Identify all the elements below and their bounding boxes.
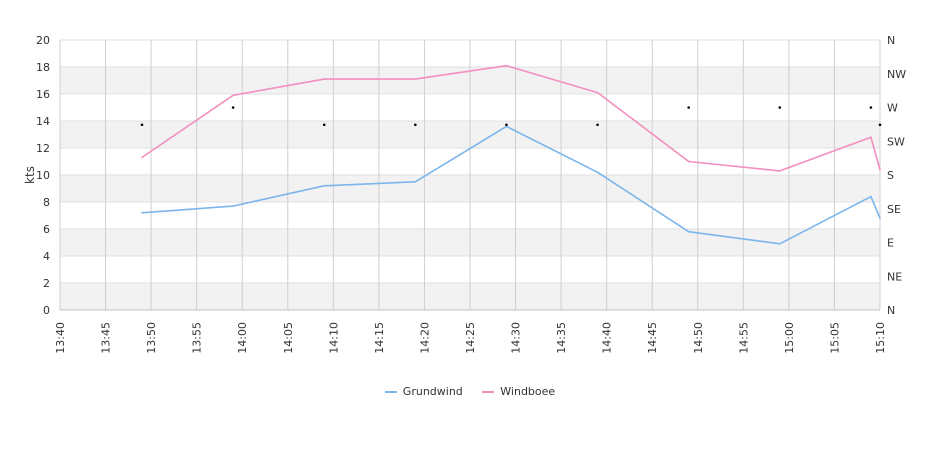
x-tick-label: 15:05 xyxy=(828,322,841,354)
series-point-windboee xyxy=(323,78,326,80)
x-tick-label: 14:55 xyxy=(737,322,750,354)
legend: Grundwind Windboee xyxy=(0,385,940,398)
series-point-windboee xyxy=(879,168,881,171)
x-tick-label: 14:30 xyxy=(510,322,523,354)
legend-label-grundwind: Grundwind xyxy=(402,385,463,398)
legend-swatch-grundwind xyxy=(384,391,397,393)
series-point-windboee xyxy=(414,78,417,80)
legend-label-windboee: Windboee xyxy=(500,385,556,398)
series-point-grundwind xyxy=(879,217,881,219)
wind-direction-point xyxy=(505,123,508,127)
series-line-windboee xyxy=(141,64,881,172)
wind-direction-point xyxy=(322,123,326,127)
wind-direction-point xyxy=(687,106,690,109)
direction-tick-label: N xyxy=(887,34,895,47)
series-point-grundwind xyxy=(870,195,872,198)
series-point-grundwind xyxy=(505,125,508,128)
series-line-grundwind xyxy=(141,125,881,245)
direction-tick-label: N xyxy=(887,304,895,317)
x-tick-label: 14:00 xyxy=(236,322,249,354)
series-point-grundwind xyxy=(687,230,690,233)
series-point-grundwind xyxy=(232,205,234,207)
y-axis-title: kts xyxy=(23,166,37,184)
x-tick-label: 14:05 xyxy=(282,322,295,354)
wind-direction-point xyxy=(596,123,599,127)
y-tick-label: 10 xyxy=(36,169,50,182)
wind-direction-point xyxy=(414,123,417,127)
x-tick-label: 14:25 xyxy=(464,322,477,354)
y-tick-label: 16 xyxy=(36,88,50,101)
x-tick-label: 14:45 xyxy=(646,322,659,354)
series-point-windboee xyxy=(232,94,234,97)
y-tick-label: 2 xyxy=(43,277,50,290)
wind-direction-point xyxy=(878,123,882,127)
x-tick-label: 14:40 xyxy=(601,322,614,354)
x-tick-label: 14:15 xyxy=(373,322,386,354)
direction-tick-label: S xyxy=(887,169,894,182)
x-tick-label: 15:00 xyxy=(783,322,796,354)
x-tick-label: 14:35 xyxy=(555,322,568,354)
legend-item-grundwind[interactable]: Grundwind xyxy=(384,385,463,398)
y-tick-label: 18 xyxy=(36,61,50,74)
wind-direction-point xyxy=(140,123,144,127)
direction-tick-label: SW xyxy=(887,135,905,148)
legend-item-windboee[interactable]: Windboee xyxy=(482,385,555,398)
x-tick-label: 13:55 xyxy=(191,322,204,354)
direction-tick-label: W xyxy=(887,102,898,115)
x-tick-label: 14:50 xyxy=(692,322,705,354)
x-tick-label: 14:20 xyxy=(418,322,431,354)
y-tick-label: 14 xyxy=(36,115,50,128)
y-tick-label: 4 xyxy=(43,250,50,263)
direction-tick-label: NW xyxy=(887,68,906,81)
direction-tick-label: E xyxy=(887,237,894,250)
direction-tick-label: SE xyxy=(887,203,901,216)
series-point-windboee xyxy=(687,160,690,163)
x-tick-label: 13:45 xyxy=(100,322,113,354)
x-tick-label: 13:40 xyxy=(54,322,67,354)
series-point-windboee xyxy=(505,64,508,67)
series-point-grundwind xyxy=(141,212,143,214)
y-tick-label: 6 xyxy=(43,223,50,236)
wind-direction-point xyxy=(778,106,782,109)
series-point-grundwind xyxy=(323,185,326,187)
series-point-windboee xyxy=(141,156,143,159)
y-tick-label: 20 xyxy=(36,34,50,47)
y-tick-label: 0 xyxy=(43,304,50,317)
x-tick-label: 14:10 xyxy=(327,322,340,354)
series-point-grundwind xyxy=(596,171,599,174)
direction-tick-label: NE xyxy=(887,270,902,283)
y-tick-label: 12 xyxy=(36,142,50,155)
x-tick-label: 15:10 xyxy=(874,322,887,354)
series-point-windboee xyxy=(596,91,599,94)
series-point-grundwind xyxy=(414,180,417,183)
wind-direction-point xyxy=(231,106,235,109)
y-tick-label: 8 xyxy=(43,196,50,209)
legend-swatch-windboee xyxy=(482,391,495,393)
series-point-windboee xyxy=(778,170,781,172)
series-point-windboee xyxy=(870,136,872,138)
wind-direction-point xyxy=(869,106,873,109)
x-tick-label: 13:50 xyxy=(145,322,158,354)
series-point-grundwind xyxy=(778,243,781,245)
